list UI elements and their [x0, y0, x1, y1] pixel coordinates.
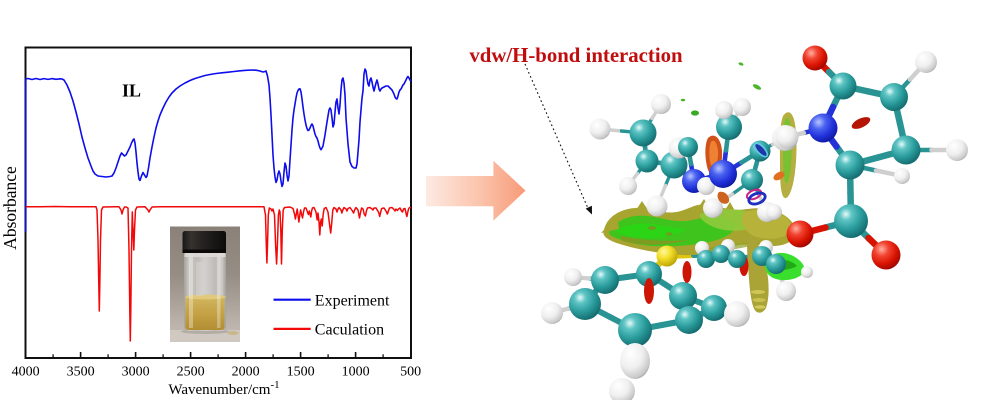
svg-text:2500: 2500 [177, 365, 205, 380]
svg-text:Experiment: Experiment [315, 293, 390, 310]
svg-text:3000: 3000 [122, 365, 150, 380]
svg-text:Wavenumber/cm-1: Wavenumber/cm-1 [168, 379, 279, 398]
svg-text:vdw/H-bond interaction: vdw/H-bond interaction [469, 44, 683, 67]
svg-text:1000: 1000 [342, 365, 370, 380]
svg-text:Absorbance: Absorbance [0, 166, 20, 250]
svg-text:2000: 2000 [232, 365, 260, 380]
svg-text:IL: IL [122, 81, 141, 101]
svg-text:500: 500 [400, 365, 421, 380]
svg-text:3500: 3500 [67, 365, 95, 380]
svg-text:1500: 1500 [287, 365, 315, 380]
svg-text:Caculation: Caculation [315, 322, 384, 339]
svg-text:4000: 4000 [12, 365, 40, 380]
